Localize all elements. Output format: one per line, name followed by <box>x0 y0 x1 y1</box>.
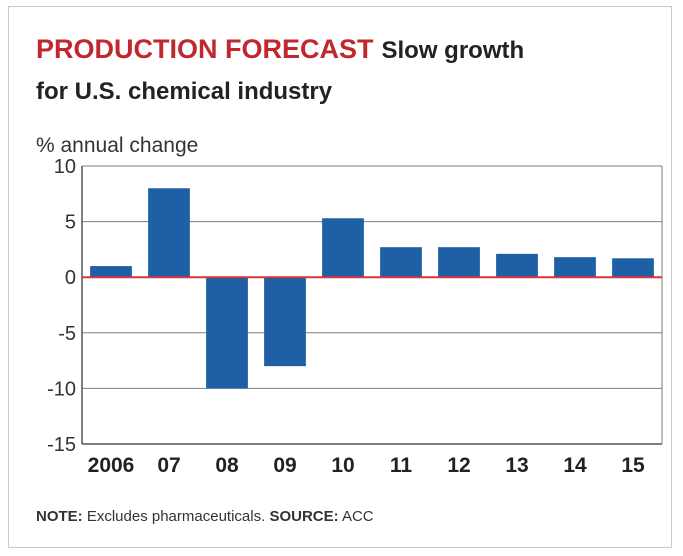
bar-13 <box>496 253 538 278</box>
bar-10 <box>322 218 364 278</box>
x-tick-label: 07 <box>157 454 180 477</box>
y-tick-label: -5 <box>58 323 76 345</box>
bar-11 <box>380 247 422 278</box>
bar-09 <box>264 277 306 367</box>
x-tick-label: 11 <box>390 454 413 477</box>
bar-08 <box>206 277 248 389</box>
y-tick-label: 0 <box>65 267 76 289</box>
y-tick-label: 5 <box>65 212 76 234</box>
y-tick-label: -10 <box>47 378 76 400</box>
chart-note: NOTE: Excludes pharmaceuticals. SOURCE: … <box>36 508 374 525</box>
x-tick-label: 15 <box>621 454 645 477</box>
bar-2006 <box>90 266 132 278</box>
y-tick-label: 10 <box>54 156 76 178</box>
source-label: SOURCE: <box>269 508 339 525</box>
x-tick-label: 08 <box>215 454 239 477</box>
y-tick-label: -15 <box>47 434 76 456</box>
chart-subtitle-part1: Slow growth <box>381 37 525 64</box>
chart-title-line: PRODUCTION FORECAST Slow growth <box>36 34 524 65</box>
bar-07 <box>148 188 190 278</box>
note-text: Excludes pharmaceuticals. <box>82 508 270 525</box>
x-tick-label: 09 <box>273 454 296 477</box>
bar-15 <box>612 258 654 278</box>
x-tick-label: 13 <box>505 454 528 477</box>
y-axis-label: % annual change <box>36 134 199 157</box>
chart-title: PRODUCTION FORECAST <box>36 34 374 64</box>
bar-14 <box>554 257 596 278</box>
x-tick-label: 12 <box>447 454 470 477</box>
note-label: NOTE: <box>36 508 83 525</box>
chart-subtitle-part2: for U.S. chemical industry <box>36 78 333 105</box>
source-text: ACC <box>338 508 374 525</box>
bar-12 <box>438 247 480 278</box>
x-tick-label: 10 <box>331 454 354 477</box>
x-tick-label: 14 <box>563 454 587 477</box>
x-tick-label: 2006 <box>88 454 135 477</box>
